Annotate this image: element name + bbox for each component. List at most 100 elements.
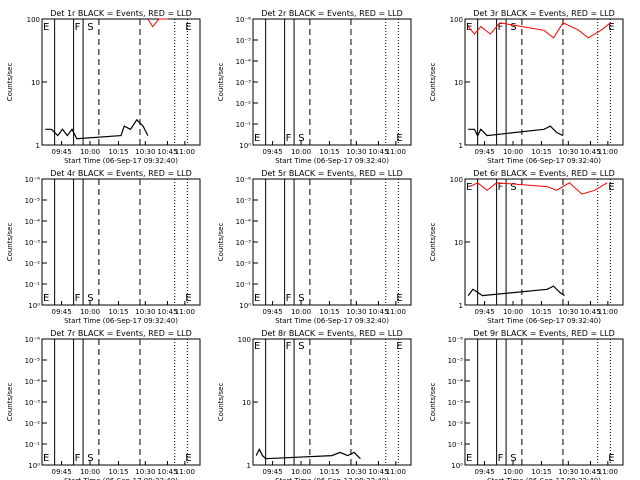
plot-frame [41, 178, 201, 306]
y-axis-label: Counts/sec [6, 223, 14, 262]
plot-frame [41, 338, 201, 466]
x-tick-label: 10:45 [368, 148, 388, 156]
x-tick-label: 10:00 [80, 308, 100, 316]
panel-title: Det 7r BLACK = Events, RED = LLD [50, 329, 192, 338]
panel-title: Det 9r BLACK = Events, RED = LLD [473, 329, 615, 338]
panel-det-7: Det 7r BLACK = Events, RED = LLD Counts/s… [6, 329, 201, 480]
y-tick-label: 10⁻² [236, 260, 252, 268]
event-marker-e: E [43, 22, 49, 33]
event-marker-e: E [466, 182, 472, 193]
event-marker-s: S [87, 293, 93, 304]
y-axis-label: Counts/sec [217, 223, 225, 262]
y-axis-label: Counts/sec [217, 383, 225, 422]
x-tick-label: 10:00 [503, 148, 523, 156]
plot-frame [252, 18, 412, 146]
y-tick-label: 10 [31, 79, 40, 87]
event-marker-s: S [298, 133, 304, 144]
event-marker-f: F [286, 293, 292, 304]
panel-det-2: Det 2r BLACK = Events, RED = LLD Counts/s… [217, 9, 412, 165]
x-axis-label: Start Time (06-Sep-17 09:32:40) [275, 317, 389, 325]
y-tick-label: 10⁻² [25, 420, 41, 428]
y-tick-label: 1 [459, 302, 463, 310]
y-tick-label: 10⁻² [236, 100, 252, 108]
y-tick-label: 10⁻³ [448, 399, 464, 407]
event-marker-e: E [43, 453, 49, 464]
event-marker-e: E [608, 453, 614, 464]
x-tick-label: 10:00 [503, 308, 523, 316]
x-tick-label: 11:00 [175, 468, 195, 476]
y-tick-label: 10⁻⁴ [236, 58, 252, 66]
x-tick-label: 10:00 [291, 468, 311, 476]
event-marker-s: S [87, 22, 93, 33]
x-tick-label: 10:15 [531, 468, 551, 476]
x-tick-label: 11:00 [386, 148, 406, 156]
y-tick-label: 10⁻⁵ [448, 357, 464, 365]
x-tick-label: 11:00 [598, 308, 618, 316]
x-tick-label: 10:30 [135, 468, 155, 476]
panel-det-3: Det 3r BLACK = Events, RED = LLD Counts/s… [429, 9, 624, 165]
x-tick-label: 09:45 [475, 148, 495, 156]
event-marker-s: S [510, 453, 516, 464]
x-tick-label: 10:45 [580, 468, 600, 476]
plot-frame [252, 338, 412, 466]
x-tick-label: 10:45 [157, 308, 177, 316]
y-tick-label: 10⁻¹ [25, 441, 41, 449]
y-tick-label: 1 [36, 142, 40, 150]
y-tick-label: 10⁰ [239, 302, 251, 310]
event-marker-f: F [498, 22, 504, 33]
x-tick-label: 10:30 [135, 308, 155, 316]
x-tick-label: 11:00 [386, 308, 406, 316]
y-tick-label: 10⁻² [448, 420, 464, 428]
x-tick-label: 10:30 [346, 308, 366, 316]
event-marker-s: S [87, 453, 93, 464]
x-tick-label: 10:30 [346, 468, 366, 476]
y-tick-label: 10⁰ [28, 462, 40, 470]
event-marker-e: E [466, 453, 472, 464]
event-marker-f: F [75, 293, 81, 304]
y-tick-label: 10⁻⁵ [25, 357, 41, 365]
x-tick-label: 10:00 [291, 308, 311, 316]
x-axis-label: Start Time (06-Sep-17 09:32:40) [64, 477, 178, 480]
event-marker-e: E [396, 341, 402, 352]
event-marker-e: E [608, 182, 614, 193]
event-marker-f: F [75, 453, 81, 464]
y-tick-label: 10⁻⁴ [25, 218, 41, 226]
plot-frame [464, 338, 624, 466]
y-tick-label: 10⁻⁶ [236, 176, 252, 184]
y-tick-label: 10⁻⁶ [448, 336, 464, 344]
x-tick-label: 09:45 [52, 308, 72, 316]
x-axis-label: Start Time (06-Sep-17 09:32:40) [275, 477, 389, 480]
y-tick-label: 10⁻⁵ [236, 37, 252, 45]
event-marker-f: F [286, 341, 292, 352]
x-tick-label: 10:30 [346, 148, 366, 156]
x-tick-label: 10:15 [319, 308, 339, 316]
event-marker-e: E [185, 22, 191, 33]
x-tick-label: 10:00 [291, 148, 311, 156]
event-marker-f: F [75, 22, 81, 33]
x-tick-label: 09:45 [52, 468, 72, 476]
y-axis-label: Counts/sec [6, 383, 14, 422]
y-tick-label: 10⁻³ [236, 79, 252, 87]
y-tick-label: 10⁻⁶ [25, 336, 41, 344]
x-tick-label: 10:45 [368, 468, 388, 476]
x-tick-label: 11:00 [175, 148, 195, 156]
y-tick-label: 10⁰ [239, 142, 251, 150]
panel-det-4: Det 4r BLACK = Events, RED = LLD Counts/s… [6, 169, 201, 325]
y-tick-label: 10⁻⁴ [25, 378, 41, 386]
y-tick-label: 10⁻⁶ [25, 176, 41, 184]
y-tick-label: 100 [450, 176, 463, 184]
x-axis-label: Start Time (06-Sep-17 09:32:40) [487, 157, 601, 165]
panel-det-1: Det 1r BLACK = Events, RED = LLD Counts/s… [6, 9, 201, 165]
x-axis-label: Start Time (06-Sep-17 09:32:40) [64, 157, 178, 165]
x-tick-label: 10:30 [558, 468, 578, 476]
x-axis-label: Start Time (06-Sep-17 09:32:40) [487, 317, 601, 325]
x-tick-label: 09:45 [475, 468, 495, 476]
x-tick-label: 10:15 [319, 148, 339, 156]
event-marker-e: E [254, 133, 260, 144]
x-tick-label: 11:00 [598, 148, 618, 156]
x-tick-label: 10:30 [558, 148, 578, 156]
x-tick-label: 10:15 [531, 308, 551, 316]
event-marker-s: S [298, 293, 304, 304]
event-marker-f: F [498, 182, 504, 193]
